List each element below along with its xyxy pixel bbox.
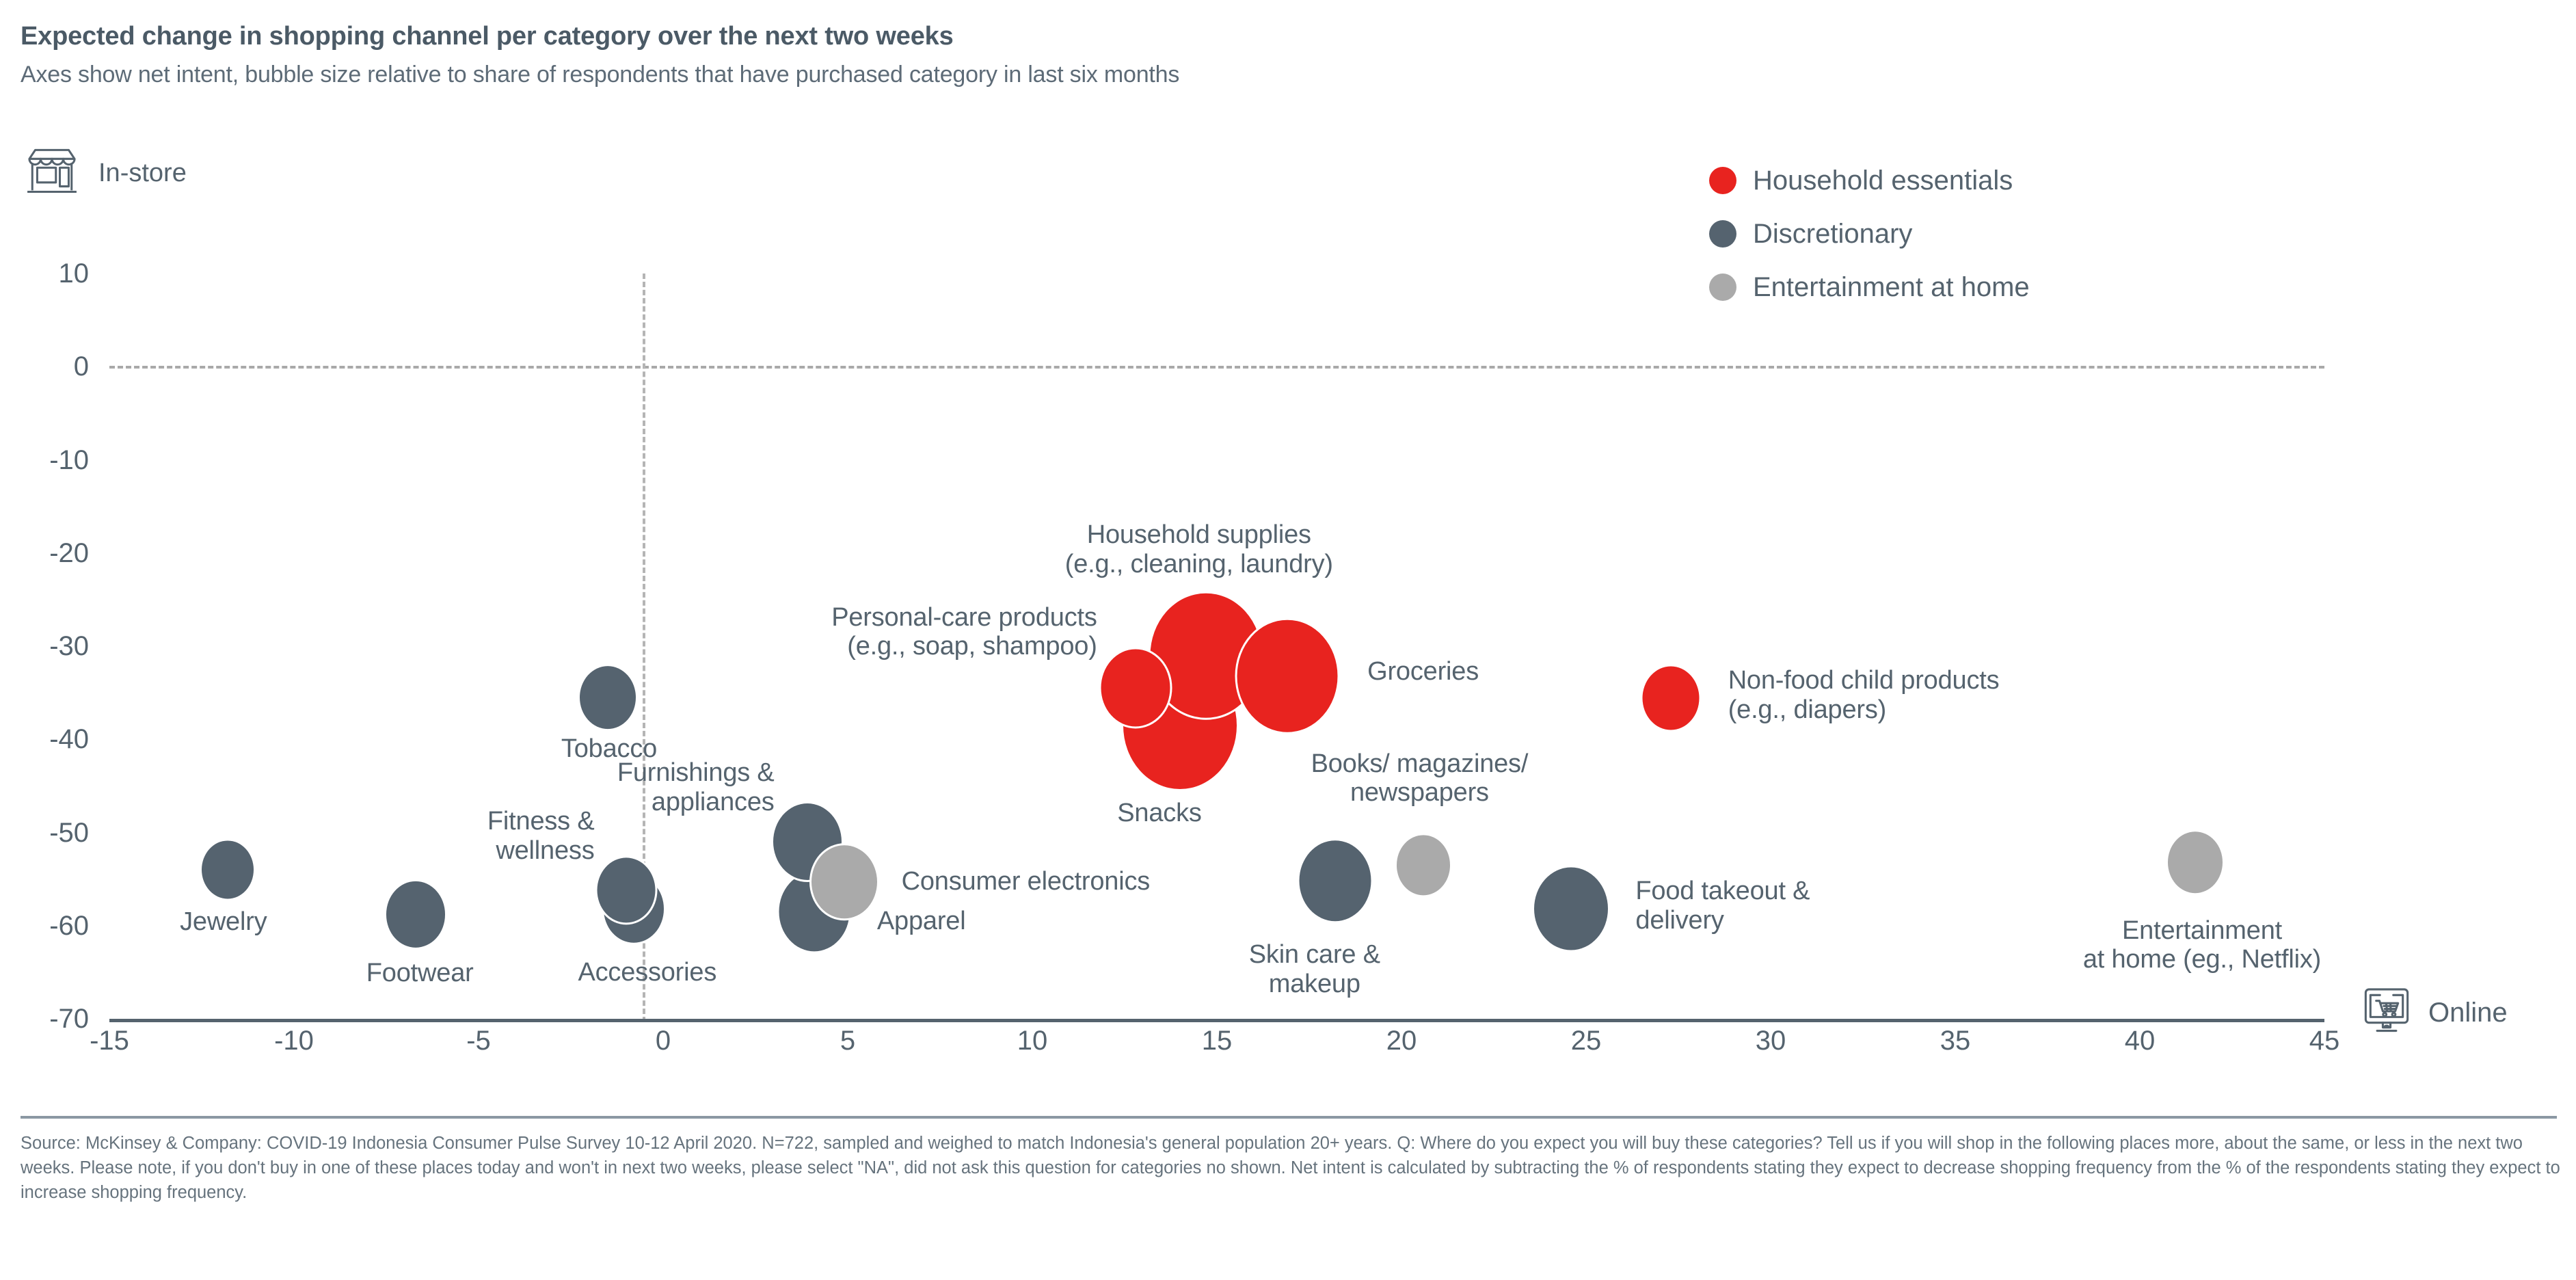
bubble-label: Furnishings & appliances	[617, 758, 775, 816]
x-axis-tick-label: 30	[1755, 1026, 1786, 1056]
online-label: Online	[2428, 998, 2508, 1028]
bubble-label: Books/ magazines/ newspapers	[1311, 749, 1529, 808]
legend-item-entertainment-at-home[interactable]: Entertainment at home	[1709, 261, 2030, 314]
y-axis-tick-label: -40	[49, 724, 89, 755]
bubble-personal-care-products[interactable]	[1101, 649, 1170, 727]
bubble-entertainment[interactable]	[2168, 831, 2223, 893]
bubble-label: Accessories	[578, 957, 717, 987]
x-axis-line	[109, 1019, 2324, 1022]
y-axis-tick-label: -30	[49, 631, 89, 661]
x-axis-tick-label: -10	[274, 1026, 314, 1056]
bubble-books-magazines[interactable]	[1397, 835, 1451, 895]
bubble-label: Household supplies (e.g., cleaning, laun…	[1064, 520, 1333, 578]
bubble-label: Groceries	[1367, 657, 1479, 686]
legend-label: Entertainment at home	[1753, 271, 2030, 302]
x-axis-tick-label: 15	[1201, 1026, 1233, 1056]
y-axis-tick-label: -60	[49, 910, 89, 941]
legend-dot-red	[1709, 167, 1736, 194]
bubble-label: Apparel	[876, 906, 966, 935]
x-axis-tick-label: 20	[1386, 1026, 1417, 1056]
x-axis-tick-label: 45	[2309, 1026, 2340, 1056]
x-axis-tick-label: 40	[2124, 1026, 2156, 1056]
zero-horizontal-reference-line	[109, 366, 2324, 369]
monitor-cart-icon	[2360, 985, 2413, 1041]
plot-area: In-store Online Ho	[21, 147, 2508, 1056]
bubble-fitness[interactable]	[597, 857, 656, 923]
online-axis-end: Online	[2360, 985, 2508, 1041]
bubble-label: Footwear	[366, 958, 474, 987]
legend-label: Household essentials	[1753, 165, 2013, 196]
y-axis-tick-label: -70	[49, 1004, 89, 1034]
bubble-label: Fitness & wellness	[487, 807, 595, 865]
footnote-divider	[21, 1116, 2557, 1119]
x-axis-tick-label: 0	[655, 1026, 671, 1056]
x-axis-tick-label: 25	[1570, 1026, 1602, 1056]
bubble-label: Personal-care products (e.g., soap, sham…	[831, 602, 1097, 661]
bubble-label: Jewelry	[180, 907, 267, 936]
bubble-label: Food takeout & delivery	[1635, 877, 1810, 935]
legend-dot-slate	[1709, 220, 1736, 248]
bubble-label: Consumer electronics	[901, 867, 1151, 896]
y-axis-tick-label: 0	[73, 351, 89, 382]
legend-item-discretionary[interactable]: Discretionary	[1709, 207, 2030, 261]
y-axis-tick-label: -20	[49, 537, 89, 568]
y-axis-tick-label: -10	[49, 444, 89, 475]
x-axis-tick-label: 10	[1017, 1026, 1048, 1056]
y-axis-tick-label: 10	[58, 258, 90, 289]
legend: Household essentials Discretionary Enter…	[1709, 154, 2030, 314]
bubble-tobacco[interactable]	[580, 666, 636, 729]
legend-label: Discretionary	[1753, 218, 1913, 249]
bubble-skin-care[interactable]	[1299, 840, 1371, 922]
page-subtitle: Axes show net intent, bubble size relati…	[21, 62, 1180, 88]
page-title: Expected change in shopping channel per …	[21, 22, 954, 51]
x-axis-tick-label: -5	[466, 1026, 491, 1056]
bubble-food-takeout[interactable]	[1534, 867, 1609, 950]
y-axis-tick-label: -50	[49, 817, 89, 848]
legend-dot-gray	[1709, 274, 1736, 301]
in-store-label: In-store	[98, 159, 187, 187]
storefront-icon	[21, 147, 83, 200]
bubble-label: Entertainment at home (eg., Netflix)	[2082, 916, 2322, 974]
in-store-axis-end: In-store	[21, 147, 187, 200]
bubble-footwear[interactable]	[386, 881, 446, 948]
bubble-jewelry[interactable]	[201, 840, 254, 899]
x-axis-tick-label: 35	[1940, 1026, 1971, 1056]
x-axis-tick-label: -15	[90, 1026, 129, 1056]
bubble-label: Non-food child products (e.g., diapers)	[1728, 666, 2000, 724]
x-axis-tick-label: 5	[840, 1026, 856, 1056]
bubble-consumer-electronics[interactable]	[811, 844, 877, 919]
bubble-label: Snacks	[1117, 798, 1202, 827]
bubble-non-food-child-products[interactable]	[1642, 666, 1700, 730]
zero-vertical-reference-line	[643, 274, 645, 1022]
legend-item-household-essentials[interactable]: Household essentials	[1709, 154, 2030, 207]
source-footnote: Source: McKinsey & Company: COVID-19 Ind…	[21, 1134, 2560, 1203]
bubble-label: Tobacco	[561, 734, 658, 763]
bubble-groceries[interactable]	[1237, 619, 1338, 732]
bubble-label: Skin care & makeup	[1248, 940, 1380, 998]
